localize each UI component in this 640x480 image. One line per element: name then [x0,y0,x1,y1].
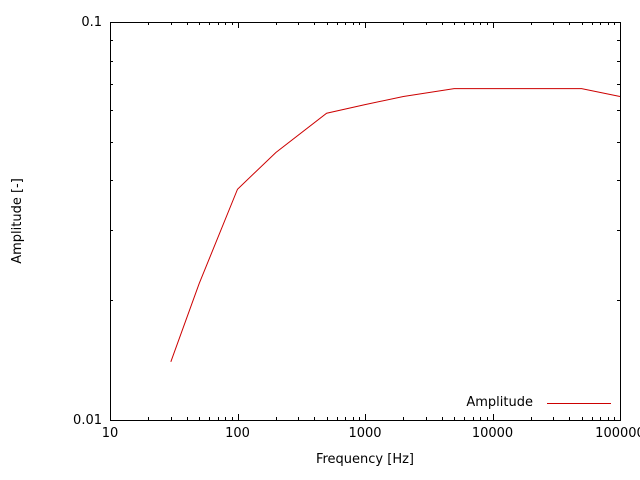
plot-border [110,22,621,421]
x-axis-label: Frequency [Hz] [315,452,415,467]
x-tick-label: 10 [102,426,119,441]
legend-label: Amplitude [466,395,533,410]
y-tick-label: 0.1 [81,15,102,30]
series-line-amplitude [170,88,621,363]
x-tick-label: 10000 [472,426,513,441]
y-axis-label: Amplitude [-] [10,178,25,264]
y-tick-label: 0.01 [73,413,102,428]
x-tick-label: 100000 [595,426,640,441]
x-tick-label: 100 [225,426,250,441]
legend-line-sample [547,403,611,404]
x-tick-label: 1000 [348,426,381,441]
